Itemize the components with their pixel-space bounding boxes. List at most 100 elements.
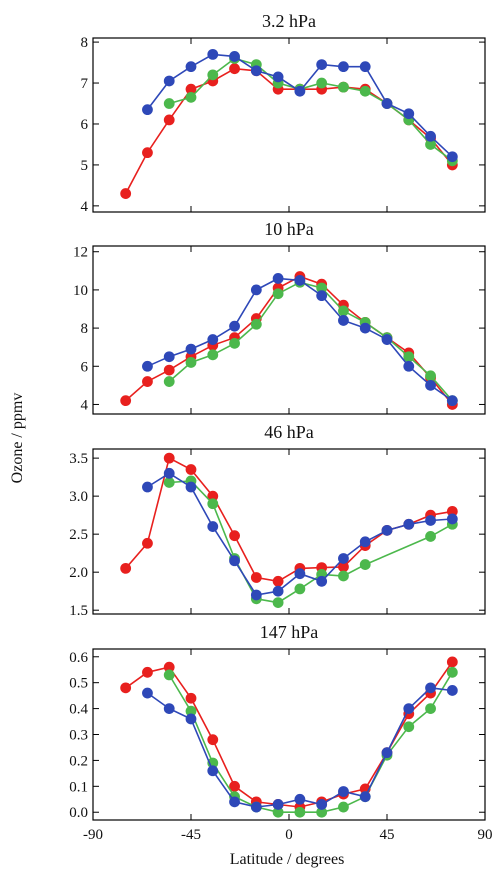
data-point <box>425 379 436 391</box>
data-point <box>338 81 349 93</box>
data-point <box>207 734 219 746</box>
data-point <box>381 334 393 345</box>
data-point <box>163 703 175 714</box>
series-green <box>163 53 458 167</box>
y-tick-label: 7 <box>81 76 89 92</box>
data-point <box>229 63 240 75</box>
plot-frame <box>92 37 486 213</box>
data-point <box>425 703 436 714</box>
data-point <box>446 151 458 163</box>
panel-title: 10 hPa <box>264 219 314 239</box>
y-tick-label: 0.5 <box>69 676 88 692</box>
data-point <box>316 290 328 302</box>
data-point <box>185 692 197 704</box>
data-point <box>185 705 197 717</box>
x-tick-label: -45 <box>181 827 201 843</box>
data-point <box>381 98 393 109</box>
panel-4: 147 hPa 0.0 0.1 0.2 0.3 0.4 0.5 0.6 -90 -45 0 45 90 <box>69 622 492 843</box>
y-tick-label: 8 <box>81 321 89 337</box>
data-point <box>207 69 219 81</box>
data-point <box>207 765 219 777</box>
y-tick-label: 4 <box>81 199 89 215</box>
data-point <box>359 559 371 570</box>
data-point <box>142 376 153 387</box>
data-point <box>250 65 262 77</box>
data-point <box>163 661 175 673</box>
series-line <box>147 277 453 402</box>
data-point <box>250 284 262 296</box>
data-point <box>294 806 306 818</box>
data-point <box>163 376 175 387</box>
data-point <box>316 575 328 587</box>
data-point <box>316 282 328 294</box>
data-point <box>163 351 175 363</box>
data-point <box>425 139 436 150</box>
data-point <box>163 364 175 376</box>
data-point <box>425 130 436 142</box>
series-blue <box>142 48 458 163</box>
data-point <box>229 320 240 332</box>
data-point <box>316 799 328 810</box>
data-point <box>446 395 458 407</box>
panel-title: 46 hPa <box>264 422 314 442</box>
data-point <box>163 98 175 109</box>
data-point <box>229 555 240 567</box>
data-point <box>142 360 153 372</box>
data-point <box>446 513 458 525</box>
data-point <box>185 83 197 95</box>
series-blue <box>142 467 458 601</box>
series-blue <box>142 273 458 407</box>
data-point <box>250 801 262 813</box>
y-tick-label: 4 <box>81 397 89 413</box>
data-point <box>142 687 153 699</box>
panel-title: 3.2 hPa <box>262 11 316 31</box>
panel-1: 3.2 hPa 4 5 6 7 8 <box>81 11 486 215</box>
data-point <box>338 801 349 813</box>
series-red <box>120 271 458 410</box>
y-tick-label: 1.5 <box>69 603 88 619</box>
data-point <box>250 318 262 330</box>
data-point <box>163 467 175 479</box>
data-point <box>446 685 458 696</box>
data-point <box>316 806 328 818</box>
data-point <box>403 351 415 363</box>
plot-frame <box>92 448 486 615</box>
series-green <box>163 666 458 818</box>
data-point <box>403 721 415 733</box>
data-point <box>338 61 349 73</box>
data-point <box>294 274 306 286</box>
panel-2: 10 hPa 4 6 8 10 12 <box>73 219 486 415</box>
data-point <box>359 61 371 73</box>
data-point <box>207 334 219 345</box>
data-point <box>338 305 349 317</box>
data-point <box>446 656 458 668</box>
data-point <box>142 147 153 159</box>
data-point <box>381 747 393 759</box>
series-line <box>124 67 453 194</box>
data-point <box>359 536 371 548</box>
data-point <box>120 395 132 407</box>
data-point <box>359 322 371 334</box>
data-point <box>185 357 197 368</box>
data-point <box>403 518 415 530</box>
data-point <box>163 477 175 488</box>
y-tick-label: 10 <box>73 283 88 299</box>
series-green <box>163 475 458 608</box>
data-point <box>250 589 262 601</box>
y-tick-label: 12 <box>73 245 88 261</box>
plot-frame <box>92 245 486 415</box>
series-line <box>125 275 453 406</box>
y-tick-label: 0.6 <box>69 650 88 666</box>
data-point <box>294 583 306 595</box>
data-point <box>359 85 371 97</box>
data-point <box>425 682 436 694</box>
data-point <box>338 570 349 582</box>
x-tick-label: 45 <box>380 827 395 843</box>
data-point <box>207 498 219 510</box>
data-point <box>381 524 393 536</box>
data-point <box>163 114 175 126</box>
data-point <box>120 562 132 574</box>
data-point <box>163 669 175 681</box>
